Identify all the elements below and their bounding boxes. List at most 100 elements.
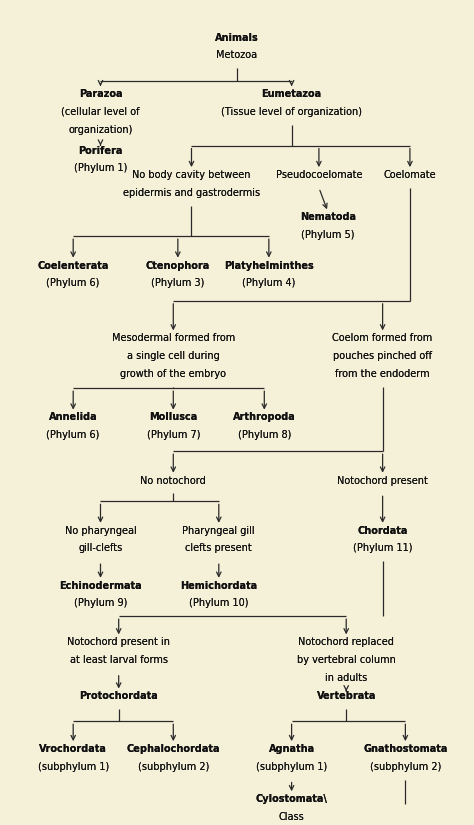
Text: Pseudocoelomate: Pseudocoelomate (276, 170, 362, 180)
Text: No body cavity between: No body cavity between (132, 170, 251, 180)
Text: Eumetazoa: Eumetazoa (262, 89, 322, 99)
Text: No body cavity between: No body cavity between (132, 170, 251, 180)
Text: (Phylum 4): (Phylum 4) (242, 278, 296, 288)
Text: Notochord present: Notochord present (337, 475, 428, 486)
Text: clefts present: clefts present (185, 544, 252, 554)
Text: Mollusca: Mollusca (149, 412, 197, 422)
Text: from the endoderm: from the endoderm (335, 369, 430, 379)
Text: epidermis and gastrodermis: epidermis and gastrodermis (123, 188, 260, 198)
Text: gill-clefts: gill-clefts (78, 544, 123, 554)
Text: Class: Class (279, 812, 304, 822)
Text: a single cell during: a single cell during (127, 351, 219, 361)
Text: organization): organization) (68, 125, 133, 134)
Text: Class: Class (279, 812, 304, 822)
Text: organization): organization) (68, 125, 133, 134)
Text: (subphylum 1): (subphylum 1) (256, 761, 327, 771)
Text: Hemichordata: Hemichordata (180, 581, 257, 591)
Text: Cylostomata\: Cylostomata\ (255, 794, 328, 804)
Text: Pharyngeal gill: Pharyngeal gill (182, 526, 255, 535)
Text: (Tissue level of organization): (Tissue level of organization) (221, 107, 362, 117)
Text: (subphylum 1): (subphylum 1) (256, 761, 327, 771)
Text: in adults: in adults (325, 673, 367, 683)
Text: Echinodermata: Echinodermata (59, 581, 142, 591)
Text: No pharyngeal: No pharyngeal (64, 526, 137, 535)
Text: Annelida: Annelida (49, 412, 98, 422)
Text: (Phylum 10): (Phylum 10) (189, 598, 248, 609)
Text: (Phylum 5): (Phylum 5) (301, 230, 355, 240)
Text: from the endoderm: from the endoderm (335, 369, 430, 379)
Text: (subphylum 2): (subphylum 2) (137, 761, 209, 771)
Text: Metozoa: Metozoa (217, 50, 257, 60)
Text: Porifera: Porifera (78, 146, 123, 156)
Text: (Phylum 11): (Phylum 11) (353, 544, 412, 554)
Text: (Phylum 9): (Phylum 9) (74, 598, 127, 609)
Text: (Phylum 6): (Phylum 6) (46, 278, 100, 288)
Text: (Phylum 1): (Phylum 1) (74, 163, 127, 173)
Text: Notochord replaced: Notochord replaced (298, 637, 394, 648)
Text: (Phylum 3): (Phylum 3) (151, 278, 205, 288)
Text: Eumetazoa: Eumetazoa (262, 89, 322, 99)
Text: a single cell during: a single cell during (127, 351, 219, 361)
Text: Gnathostomata: Gnathostomata (363, 744, 447, 754)
Text: growth of the embryo: growth of the embryo (120, 369, 226, 379)
Text: (Phylum 4): (Phylum 4) (242, 278, 296, 288)
Text: Gnathostomata: Gnathostomata (363, 744, 447, 754)
Text: Notochord present in: Notochord present in (67, 637, 170, 648)
Text: Annelida: Annelida (49, 412, 98, 422)
Text: growth of the embryo: growth of the embryo (120, 369, 226, 379)
Text: Pharyngeal gill: Pharyngeal gill (182, 526, 255, 535)
Text: Mollusca: Mollusca (149, 412, 197, 422)
Text: Arthropoda: Arthropoda (233, 412, 296, 422)
Text: (cellular level of: (cellular level of (61, 107, 140, 117)
Text: (Phylum 10): (Phylum 10) (189, 598, 248, 609)
Text: Agnatha: Agnatha (269, 744, 315, 754)
Text: Mesodermal formed from: Mesodermal formed from (112, 333, 235, 343)
Text: Vrochordata: Vrochordata (39, 744, 107, 754)
Text: Notochord replaced: Notochord replaced (298, 637, 394, 648)
Text: (Tissue level of organization): (Tissue level of organization) (221, 107, 362, 117)
Text: (Phylum 9): (Phylum 9) (74, 598, 127, 609)
Text: clefts present: clefts present (185, 544, 252, 554)
Text: gill-clefts: gill-clefts (78, 544, 123, 554)
Text: Parazoa: Parazoa (79, 89, 122, 99)
Text: (Phylum 6): (Phylum 6) (46, 431, 100, 441)
Text: (subphylum 1): (subphylum 1) (37, 761, 109, 771)
Text: Platyhelminthes: Platyhelminthes (224, 261, 314, 271)
Text: Coelom formed from: Coelom formed from (332, 333, 433, 343)
Text: Coelom formed from: Coelom formed from (332, 333, 433, 343)
Text: No notochord: No notochord (140, 475, 206, 486)
Text: Coelenterata: Coelenterata (37, 261, 109, 271)
Text: Cylostomata\: Cylostomata\ (255, 794, 328, 804)
Text: Nematoda: Nematoda (300, 212, 356, 222)
Text: at least larval forms: at least larval forms (70, 655, 168, 665)
Text: Arthropoda: Arthropoda (233, 412, 296, 422)
Text: (subphylum 1): (subphylum 1) (37, 761, 109, 771)
Text: (cellular level of: (cellular level of (61, 107, 140, 117)
Text: (Phylum 6): (Phylum 6) (46, 431, 100, 441)
Text: pouches pinched off: pouches pinched off (333, 351, 432, 361)
Text: Ctenophora: Ctenophora (146, 261, 210, 271)
Text: Echinodermata: Echinodermata (59, 581, 142, 591)
Text: Coelomate: Coelomate (383, 170, 436, 180)
Text: Parazoa: Parazoa (79, 89, 122, 99)
Text: (subphylum 2): (subphylum 2) (370, 761, 441, 771)
Text: (Phylum 1): (Phylum 1) (74, 163, 127, 173)
Text: by vertebral column: by vertebral column (297, 655, 396, 665)
Text: (Phylum 5): (Phylum 5) (301, 230, 355, 240)
Text: Porifera: Porifera (78, 146, 123, 156)
Text: Metozoa: Metozoa (217, 50, 257, 60)
Text: No pharyngeal: No pharyngeal (64, 526, 137, 535)
Text: (Phylum 3): (Phylum 3) (151, 278, 205, 288)
Text: (Phylum 7): (Phylum 7) (146, 431, 200, 441)
Text: Coelomate: Coelomate (383, 170, 436, 180)
Text: Mesodermal formed from: Mesodermal formed from (112, 333, 235, 343)
Text: (Phylum 11): (Phylum 11) (353, 544, 412, 554)
Text: Vertebrata: Vertebrata (317, 691, 376, 701)
Text: (Phylum 8): (Phylum 8) (237, 431, 291, 441)
Text: Protochordata: Protochordata (79, 691, 158, 701)
Text: Pseudocoelomate: Pseudocoelomate (276, 170, 362, 180)
Text: Platyhelminthes: Platyhelminthes (224, 261, 314, 271)
Text: Chordata: Chordata (357, 526, 408, 535)
Text: (Phylum 7): (Phylum 7) (146, 431, 200, 441)
Text: by vertebral column: by vertebral column (297, 655, 396, 665)
